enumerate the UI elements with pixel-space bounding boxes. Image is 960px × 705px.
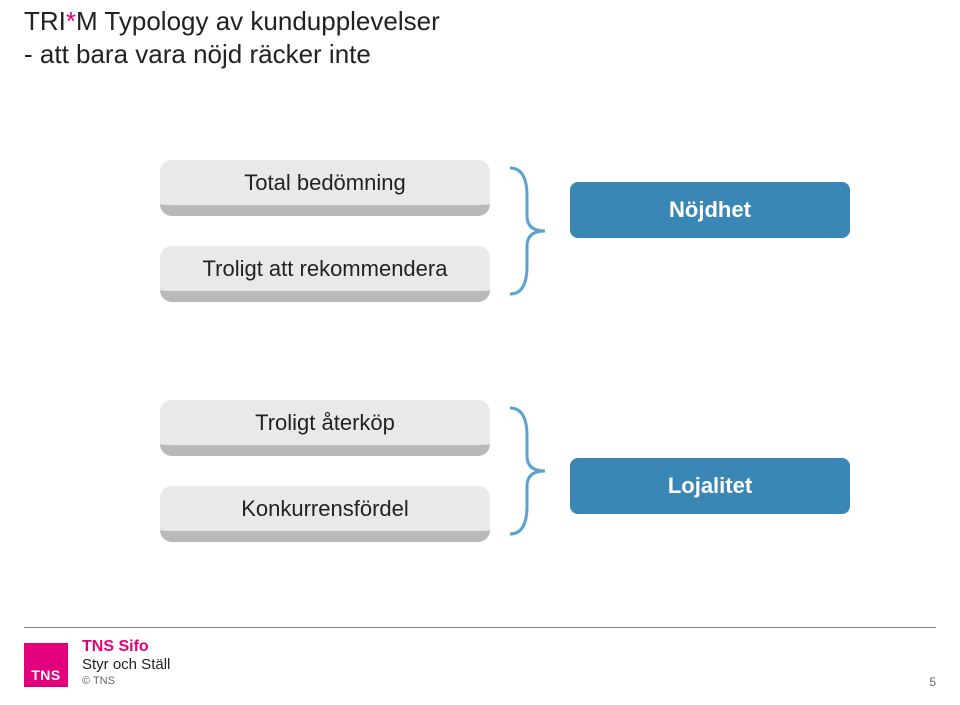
pill-konkurrensfordel: Konkurrensfördel	[160, 486, 490, 542]
slide-footer: TNS TNS Sifo Styr och Ställ © TNS	[24, 627, 936, 687]
diagram-content: Total bedömning Troligt att rekommendera…	[0, 160, 960, 640]
result-nojdhet: Nöjdhet	[570, 182, 850, 238]
title-segment-2: M Typology av kundupplevelser	[76, 6, 440, 36]
pill-troligt-aterkop: Troligt återköp	[160, 400, 490, 456]
brace-icon	[505, 166, 555, 296]
brace-svg	[505, 166, 555, 296]
tns-logo-text: TNS	[31, 667, 61, 683]
footer-brand: TNS Sifo	[82, 638, 170, 656]
title-line-1: TRI*M Typology av kundupplevelser	[24, 6, 440, 37]
pill-troligt-rekommendera: Troligt att rekommendera	[160, 246, 490, 302]
result-lojalitet-label: Lojalitet	[668, 473, 752, 499]
footer-text-block: TNS Sifo Styr och Ställ © TNS	[82, 638, 170, 687]
result-nojdhet-label: Nöjdhet	[669, 197, 751, 223]
pill-total-bedomning: Total bedömning	[160, 160, 490, 216]
group-nojdhet: Total bedömning Troligt att rekommendera…	[0, 160, 960, 310]
title-subtitle: - att bara vara nöjd räcker inte	[24, 39, 440, 70]
title-segment-1: TRI	[24, 6, 66, 36]
brace-svg	[505, 406, 555, 536]
brace-icon	[505, 406, 555, 536]
result-lojalitet: Lojalitet	[570, 458, 850, 514]
tns-logo: TNS	[24, 643, 68, 687]
slide-title: TRI*M Typology av kundupplevelser - att …	[24, 6, 440, 70]
group-lojalitet: Troligt återköp Konkurrensfördel Lojalit…	[0, 400, 960, 550]
title-star: *	[66, 6, 76, 36]
footer-copyright: © TNS	[82, 675, 170, 687]
page-number: 5	[929, 675, 936, 689]
footer-subtitle: Styr och Ställ	[82, 656, 170, 673]
